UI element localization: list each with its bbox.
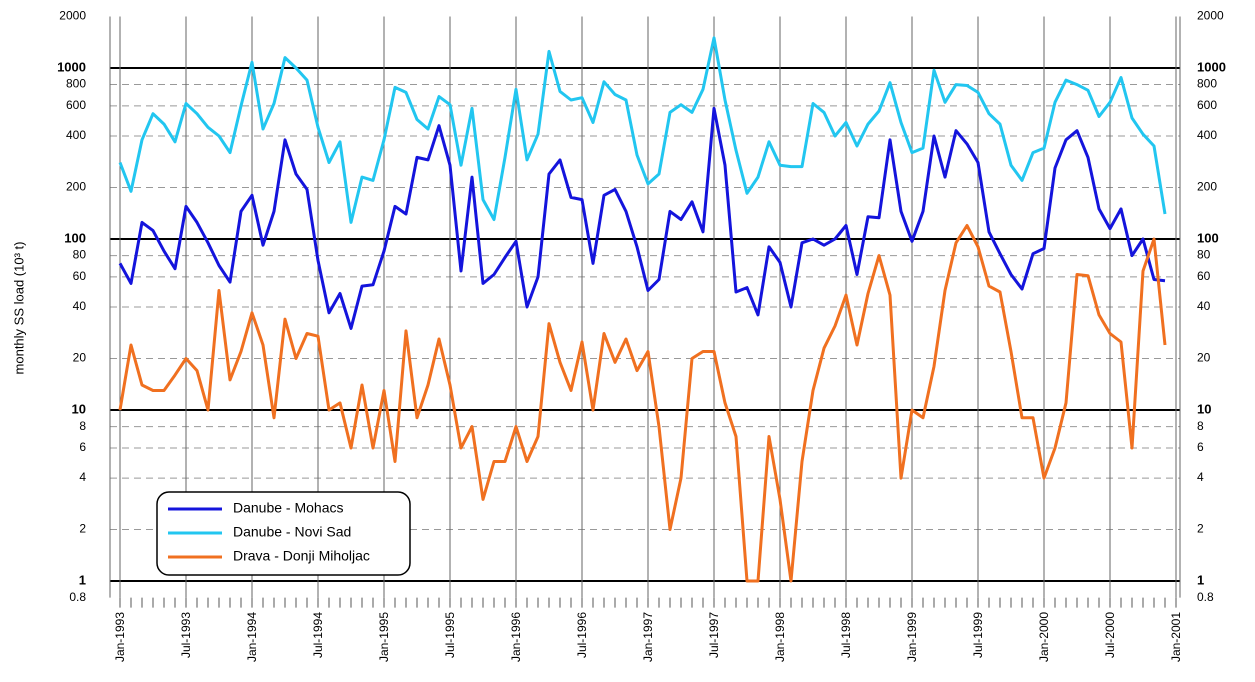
y-tick-label-right: 2 [1197, 522, 1204, 536]
x-tick-label: Jan-1998 [773, 612, 787, 662]
x-tick-label: Jan-2001 [1169, 612, 1183, 662]
series-line [118, 106, 1166, 330]
y-tick-label-right: 6 [1197, 440, 1204, 454]
x-tick-label: Jan-1997 [641, 612, 655, 662]
x-tick-label: Jul-1998 [839, 612, 853, 658]
y-tick-label: 60 [73, 269, 87, 283]
y-tick-label-right: 800 [1197, 77, 1217, 91]
y-tick-label: 80 [73, 248, 87, 262]
series-line [118, 36, 1167, 224]
y-tick-label-right: 4 [1197, 470, 1204, 484]
y-tick-label-right: 400 [1197, 128, 1217, 142]
x-tick-label: Jan-1995 [377, 612, 391, 662]
x-tick-label: Jul-2000 [1103, 612, 1117, 658]
y-tick-label-right: 2000 [1197, 9, 1224, 23]
x-tick-label: Jul-1994 [311, 612, 325, 658]
y-tick-label: 200 [66, 180, 86, 194]
y-tick-label-right: 0.8 [1197, 590, 1214, 604]
legend-label: Danube - Mohacs [233, 500, 344, 516]
x-tick-label: Jul-1993 [179, 612, 193, 658]
series-line [118, 224, 1167, 583]
x-tick-label: Jan-1996 [509, 612, 523, 662]
y-tick-label: 20 [73, 351, 87, 365]
legend-box [156, 491, 411, 576]
y-tick-label-right: 8 [1197, 419, 1204, 433]
y-tick-label-right: 20 [1197, 351, 1211, 365]
y-tick-label: 10 [72, 401, 86, 416]
y-tick-label: 6 [79, 440, 86, 454]
x-tick-label: Jan-1999 [905, 612, 919, 662]
x-tick-label: Jul-1999 [971, 612, 985, 658]
y-tick-label: 4 [79, 470, 86, 484]
y-tick-label-right: 1 [1197, 572, 1204, 587]
y-tick-label: 600 [66, 98, 86, 112]
y-tick-label: 0.8 [69, 590, 86, 604]
y-tick-label-right: 60 [1197, 269, 1211, 283]
x-tick-label: Jan-1994 [245, 612, 259, 662]
y-tick-label-right: 600 [1197, 98, 1217, 112]
y-tick-label: 800 [66, 77, 86, 91]
y-tick-label-right: 200 [1197, 180, 1217, 194]
x-tick-label: Jan-1993 [113, 612, 127, 662]
y-tick-label-right: 40 [1197, 299, 1211, 313]
y-tick-label-right: 1000 [1197, 59, 1226, 74]
y-tick-label-right: 100 [1197, 230, 1219, 245]
legend-label: Danube - Novi Sad [233, 524, 351, 540]
legend-label: Drava - Donji Miholjac [233, 548, 370, 564]
y-tick-label-right: 10 [1197, 401, 1211, 416]
y-tick-label-right: 80 [1197, 248, 1211, 262]
y-tick-label: 8 [79, 419, 86, 433]
y-tick-label: 1 [79, 572, 86, 587]
y-tick-label: 1000 [57, 59, 86, 74]
x-tick-label: Jan-2000 [1037, 612, 1051, 662]
y-axis-label: monthly SS load (10³ t) [11, 242, 26, 375]
x-tick-label: Jul-1997 [707, 612, 721, 658]
y-tick-label: 2000 [59, 9, 86, 23]
x-tick-label: Jul-1996 [575, 612, 589, 658]
x-tick-label: Jul-1995 [443, 612, 457, 658]
y-tick-label: 40 [73, 299, 87, 313]
y-tick-label: 400 [66, 128, 86, 142]
y-tick-label: 2 [79, 522, 86, 536]
y-tick-label: 100 [64, 230, 86, 245]
